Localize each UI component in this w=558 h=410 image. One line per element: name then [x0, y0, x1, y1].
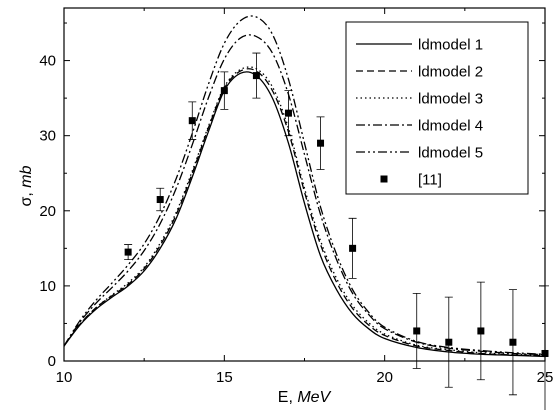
data-point	[188, 117, 196, 125]
data-point	[317, 139, 325, 147]
x-tick-label: 10	[56, 369, 73, 386]
x-axis-title-unit: MeV	[297, 389, 331, 406]
series-line-2	[63, 68, 546, 357]
legend-label-1: ldmodel 1	[418, 37, 483, 54]
data-point	[284, 109, 292, 117]
data-point	[413, 327, 421, 335]
y-tick-label: 30	[39, 128, 56, 145]
x-tick-label: 25	[537, 369, 554, 386]
series-line-5	[63, 15, 546, 355]
x-axis-title: E, MeV	[278, 389, 332, 406]
x-axis-title-main: E,	[278, 389, 298, 406]
data-point	[124, 248, 132, 256]
series-line-4	[63, 34, 546, 356]
y-tick-label: 40	[39, 53, 56, 70]
data-point	[445, 338, 453, 346]
legend-box	[345, 21, 529, 195]
data-point	[477, 327, 485, 335]
legend-label-points: [11]	[418, 172, 442, 189]
data-point	[349, 244, 357, 252]
y-axis-title-unit: mb	[18, 165, 35, 187]
axis-ticks	[63, 8, 546, 362]
data-point	[252, 72, 260, 80]
legend-label-2: ldmodel 2	[418, 64, 483, 81]
x-tick-label: 15	[216, 369, 233, 386]
y-tick-labels: 0 10 20 30 40	[39, 53, 56, 370]
y-axis-title-main: σ,	[18, 188, 35, 207]
model-curves	[63, 15, 546, 358]
data-point	[509, 338, 517, 346]
x-tick-labels: 10 15 20 25	[56, 369, 554, 386]
legend: ldmodel 1 ldmodel 2 ldmodel 3 ldmodel 4 ldmo…	[345, 21, 529, 195]
x-tick-label: 20	[376, 369, 393, 386]
legend-marker-points	[380, 175, 388, 183]
y-tick-label: 20	[39, 203, 56, 220]
series-line-1	[63, 71, 546, 358]
y-tick-label: 0	[48, 353, 56, 370]
series-line-3	[63, 66, 546, 357]
legend-label-3: ldmodel 3	[418, 91, 483, 108]
y-axis-title: σ, mb	[18, 165, 35, 206]
data-point	[220, 87, 228, 95]
y-tick-label: 10	[39, 278, 56, 295]
legend-label-4: ldmodel 4	[418, 118, 483, 135]
legend-label-5: ldmodel 5	[418, 145, 483, 162]
data-point	[156, 196, 164, 204]
